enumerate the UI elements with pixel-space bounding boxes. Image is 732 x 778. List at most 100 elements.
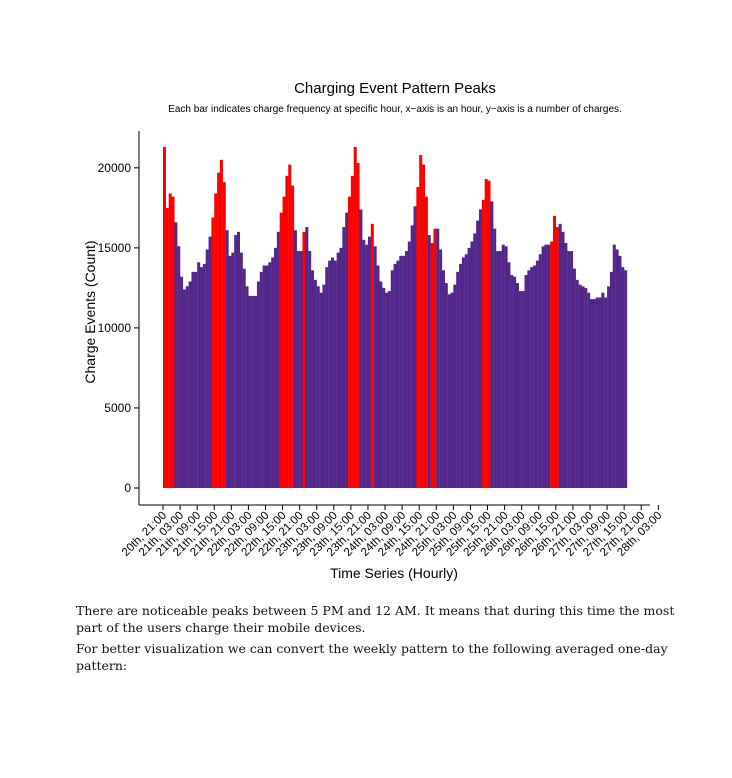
bar	[239, 252, 243, 488]
bar-peak	[350, 175, 354, 488]
body-paragraph-2: For better visualization we can convert …	[76, 640, 676, 674]
bar	[498, 251, 502, 488]
bar	[441, 270, 445, 488]
bar	[524, 275, 528, 488]
bar	[237, 231, 241, 489]
bar	[570, 251, 574, 488]
bar	[248, 295, 252, 488]
bar	[205, 249, 209, 488]
bar	[382, 287, 386, 488]
bar	[379, 281, 383, 488]
bar	[242, 268, 246, 488]
bar	[572, 268, 576, 488]
bar	[182, 289, 186, 488]
y-ticks-group: 0 5000 10000 15000 20000	[98, 161, 139, 495]
bar	[202, 263, 206, 488]
bar	[339, 247, 343, 488]
bar	[538, 254, 542, 488]
bar	[470, 241, 474, 488]
x-axis-title: Time Series (Hourly)	[330, 565, 458, 581]
bar-peak	[165, 207, 169, 488]
bar	[256, 281, 260, 488]
bar	[581, 286, 585, 488]
bar-peak	[291, 185, 295, 488]
bar	[197, 262, 201, 488]
bar-peak	[430, 243, 434, 488]
y-tick-label: 10000	[98, 321, 132, 335]
bar-peak	[282, 196, 286, 488]
chart-subtitle: Each bar indicates charge frequency at s…	[168, 104, 622, 115]
bar	[567, 251, 571, 488]
bar	[265, 265, 269, 488]
bar-peak	[419, 155, 423, 488]
bar	[305, 227, 309, 489]
bar	[427, 235, 431, 488]
bar-peak	[171, 196, 175, 488]
bar	[592, 299, 596, 488]
bar	[311, 270, 315, 488]
bar	[530, 267, 534, 488]
bar	[504, 246, 508, 488]
bar	[268, 262, 272, 488]
bar-peak	[416, 187, 420, 488]
bar	[245, 286, 249, 488]
bar	[402, 255, 406, 488]
chart-container: Charging Event Pattern Peaks Each bar in…	[82, 80, 664, 581]
bar	[225, 230, 229, 488]
bar	[362, 239, 366, 488]
bar	[328, 260, 332, 488]
bar	[262, 265, 266, 488]
bar	[188, 281, 192, 488]
bar-peak	[487, 180, 491, 488]
bar	[515, 283, 519, 488]
bar-peak	[168, 193, 172, 488]
bar	[615, 249, 619, 488]
bar	[313, 279, 317, 488]
bar	[521, 291, 525, 488]
bar	[177, 246, 181, 488]
bar	[322, 284, 326, 488]
bar	[609, 271, 613, 488]
bar	[333, 260, 337, 488]
bar	[533, 265, 537, 488]
bar	[396, 260, 400, 488]
bar	[493, 228, 497, 488]
bar	[325, 267, 329, 488]
bar	[510, 275, 514, 488]
bar-chart: Charging Event Pattern Peaks Each bar in…	[82, 80, 664, 581]
bar-peak	[433, 228, 437, 488]
bar	[390, 270, 394, 488]
bar	[208, 236, 212, 488]
bar	[365, 244, 369, 488]
bar	[601, 292, 605, 488]
bar	[259, 271, 263, 488]
bar	[404, 251, 408, 488]
bar	[399, 255, 403, 488]
bar-peak	[550, 241, 554, 488]
bar	[316, 286, 320, 488]
bar	[478, 209, 482, 488]
bar	[604, 297, 608, 488]
bar-peak	[353, 147, 357, 488]
bar-peak	[424, 196, 428, 488]
bar	[624, 270, 628, 488]
bar-peak	[552, 215, 556, 488]
bar-peak	[163, 147, 166, 488]
bar	[564, 243, 568, 488]
bar-peak	[279, 212, 283, 488]
bar-peak	[219, 159, 223, 488]
bar	[518, 291, 522, 488]
bar	[618, 255, 622, 488]
bar	[413, 206, 417, 489]
bar	[376, 265, 380, 488]
y-tick-label: 20000	[98, 161, 132, 175]
bar	[330, 257, 334, 488]
bar	[456, 271, 460, 488]
bar	[367, 236, 371, 488]
bar	[436, 228, 440, 488]
bar	[476, 220, 480, 488]
y-tick-label: 0	[124, 481, 131, 495]
body-paragraph-1: There are noticeable peaks between 5 PM …	[76, 602, 676, 636]
bar	[407, 241, 411, 488]
